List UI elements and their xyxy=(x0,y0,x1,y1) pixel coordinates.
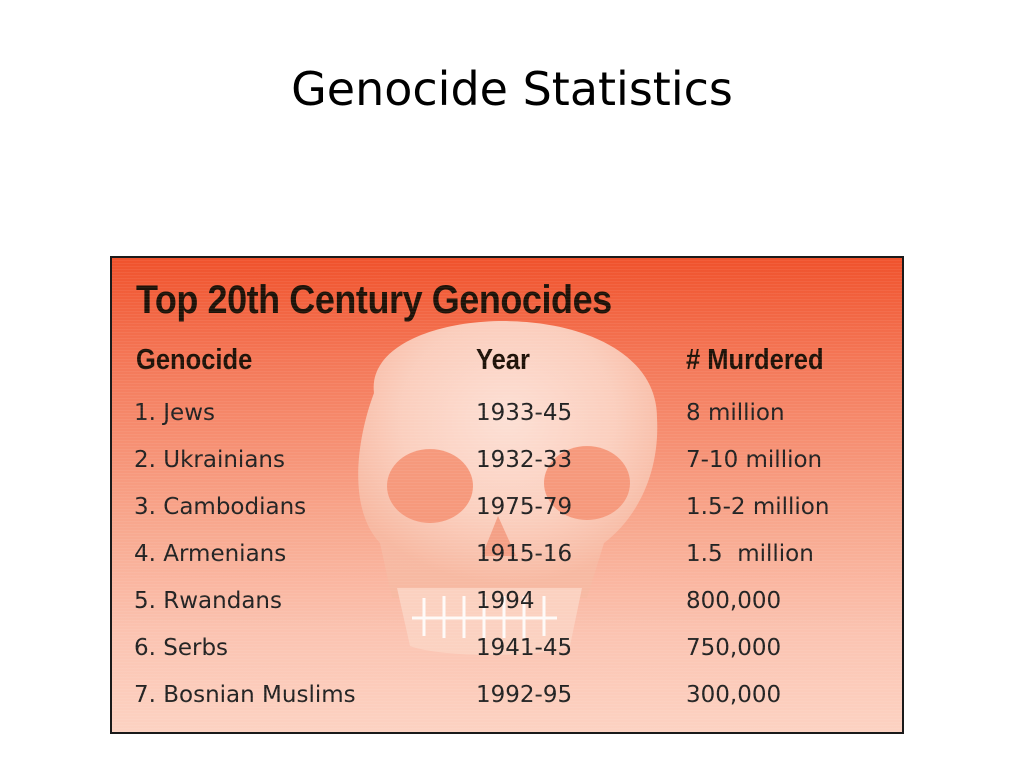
year-cell: 1915-16 xyxy=(476,541,573,567)
genocide-cell: 5. Rwandans xyxy=(134,588,282,614)
genocide-statistics-graphic: Top 20th Century Genocides Genocide Year… xyxy=(110,256,904,734)
murdered-cell: 1.5 million xyxy=(686,541,814,567)
table-row: 3. Cambodians 1975-79 1.5-2 million xyxy=(112,490,902,524)
column-header-murdered: # Murdered xyxy=(686,344,824,376)
murdered-cell: 300,000 xyxy=(686,682,782,708)
table-row: 6. Serbs 1941-45 750,000 xyxy=(112,631,902,665)
year-cell: 1994 xyxy=(476,588,535,614)
genocide-cell: 3. Cambodians xyxy=(134,494,307,520)
genocide-cell: 1. Jews xyxy=(134,400,215,426)
genocide-cell: 4. Armenians xyxy=(134,541,287,567)
column-header-year: Year xyxy=(476,344,530,376)
year-cell: 1932-33 xyxy=(476,447,573,473)
year-cell: 1933-45 xyxy=(476,400,573,426)
genocide-cell: 7. Bosnian Muslims xyxy=(134,682,356,708)
table-row: 2. Ukrainians 1932-33 7-10 million xyxy=(112,443,902,477)
table-row: 1. Jews 1933-45 8 million xyxy=(112,396,902,430)
murdered-cell: 750,000 xyxy=(686,635,782,661)
skull-icon xyxy=(358,321,658,655)
genocide-cell: 6. Serbs xyxy=(134,635,229,661)
year-cell: 1941-45 xyxy=(476,635,573,661)
table-row: 5. Rwandans 1994 800,000 xyxy=(112,584,902,618)
murdered-cell: 8 million xyxy=(686,400,785,426)
murdered-cell: 1.5-2 million xyxy=(686,494,830,520)
slide-title: Genocide Statistics xyxy=(291,62,733,116)
year-cell: 1975-79 xyxy=(476,494,573,520)
table-row: 4. Armenians 1915-16 1.5 million xyxy=(112,537,902,571)
murdered-cell: 800,000 xyxy=(686,588,782,614)
table-title: Top 20th Century Genocides xyxy=(136,278,612,322)
murdered-cell: 7-10 million xyxy=(686,447,823,473)
year-cell: 1992-95 xyxy=(476,682,573,708)
genocide-cell: 2. Ukrainians xyxy=(134,447,285,473)
table-row: 7. Bosnian Muslims 1992-95 300,000 xyxy=(112,678,902,712)
column-header-genocide: Genocide xyxy=(136,344,253,376)
